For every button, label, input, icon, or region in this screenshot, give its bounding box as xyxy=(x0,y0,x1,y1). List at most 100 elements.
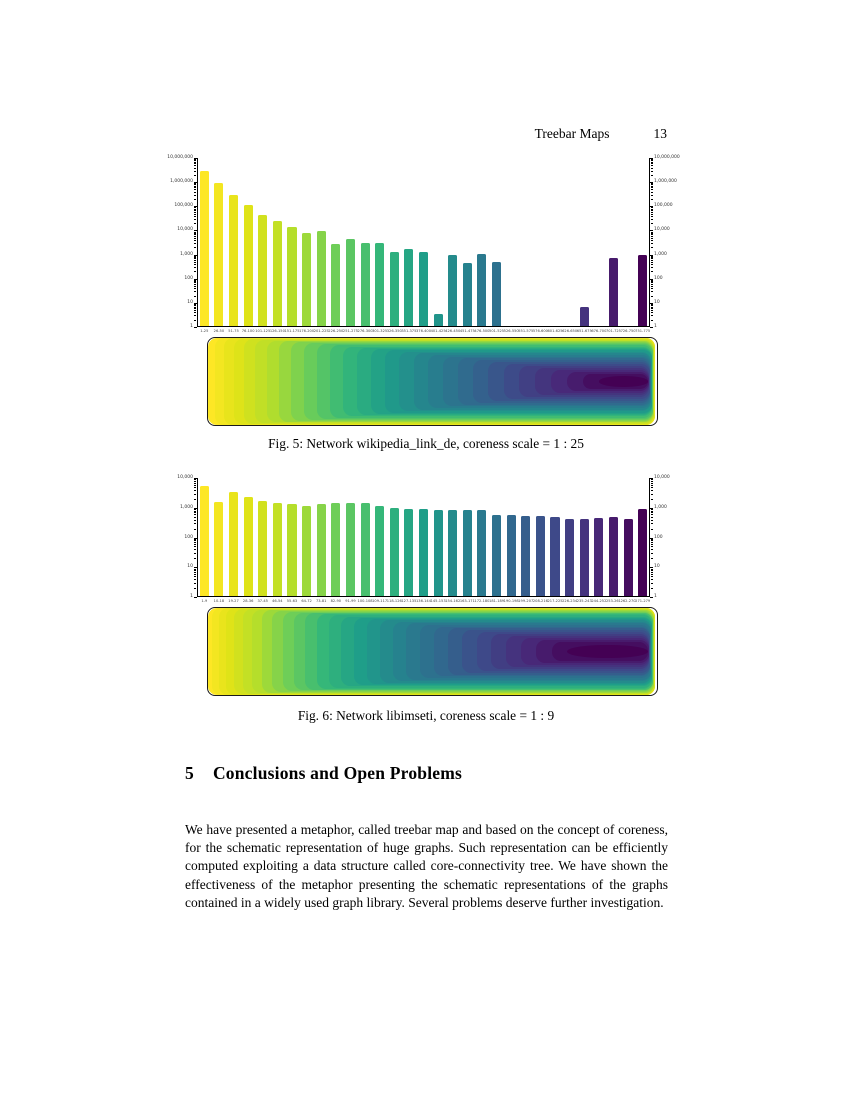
y-tick-label: 100 xyxy=(654,534,663,540)
y-tick-minor xyxy=(194,480,196,482)
bar xyxy=(579,518,589,596)
y-tick-major xyxy=(650,567,653,569)
y-tick-minor xyxy=(651,235,653,237)
y-tick-minor xyxy=(194,232,196,234)
bar xyxy=(389,252,399,326)
fig5-bar-chart: 10,000,000 10,000,000 1,000,000 1,000,000 10… xyxy=(167,155,680,336)
y-tick-major xyxy=(194,507,197,509)
y-tick-minor xyxy=(194,191,196,193)
y-tick-major xyxy=(194,567,197,569)
y-tick-minor xyxy=(194,189,196,191)
x-tick-label: 651-675 xyxy=(576,329,592,333)
y-tick-minor xyxy=(651,571,653,573)
y-tick-minor xyxy=(194,288,196,290)
x-tick-label: 326-350 xyxy=(386,329,402,333)
bar xyxy=(448,255,458,326)
y-tick-minor xyxy=(651,218,653,220)
y-tick-major xyxy=(194,158,197,159)
y-tick-minor xyxy=(194,489,196,491)
y-tick-major xyxy=(194,597,197,598)
y-tick-minor xyxy=(194,579,196,581)
y-tick-minor xyxy=(651,160,653,162)
y-tick-minor xyxy=(194,498,196,500)
y-tick-major xyxy=(194,327,197,328)
y-tick-minor xyxy=(194,240,196,242)
y-tick-minor xyxy=(194,553,196,555)
x-tick-label: 226-250 xyxy=(328,329,344,333)
y-tick-minor xyxy=(651,271,653,273)
bar xyxy=(418,252,429,326)
y-tick-minor xyxy=(651,231,653,233)
y-tick-minor xyxy=(194,279,196,281)
treebar-core-node xyxy=(598,376,649,387)
x-tick-label: 190-198 xyxy=(503,599,519,603)
y-tick-minor xyxy=(651,288,653,290)
x-tick-label: 100-108 xyxy=(357,599,373,603)
y-tick-minor xyxy=(651,159,653,161)
y-tick-label: 1,000 xyxy=(180,504,193,510)
y-tick-minor xyxy=(651,582,653,584)
section-heading: 5 Conclusions and Open Problems xyxy=(185,763,667,784)
y-tick-minor xyxy=(194,234,196,236)
x-tick-label: 426-450 xyxy=(445,329,461,333)
y-tick-label: 100 xyxy=(184,534,193,540)
y-tick-minor xyxy=(194,291,196,293)
y-tick-label: 10,000 xyxy=(654,227,670,233)
y-tick-minor xyxy=(194,510,196,512)
y-tick-label: 10,000,000 xyxy=(167,154,193,160)
x-tick-label: 726-750 xyxy=(620,329,636,333)
y-tick-minor xyxy=(651,295,653,297)
y-tick-minor xyxy=(651,568,653,570)
bar xyxy=(302,232,312,326)
y-tick-minor xyxy=(194,194,196,196)
x-tick-label: 576-600 xyxy=(532,329,548,333)
y-tick-label: 10 xyxy=(187,299,193,305)
y-tick-minor xyxy=(194,512,196,514)
y-tick-minor xyxy=(651,163,653,165)
y-tick-label: 10,000 xyxy=(177,227,193,233)
x-tick-label: 51-75 xyxy=(228,329,239,333)
y-tick-minor xyxy=(194,235,196,237)
x-tick-label: 235-243 xyxy=(576,599,592,603)
bar xyxy=(199,485,209,596)
x-tick-label: 10-18 xyxy=(213,599,225,603)
bar xyxy=(360,503,370,596)
x-tick-label: 181-189 xyxy=(489,599,505,603)
x-tick-label: 253-261 xyxy=(605,599,621,603)
bar xyxy=(316,503,326,596)
y-tick-minor xyxy=(194,264,196,266)
x-tick-label: 101-125 xyxy=(255,329,271,333)
bar xyxy=(331,503,341,596)
y-tick-minor xyxy=(651,285,653,287)
x-tick-label: 154-162 xyxy=(445,599,461,603)
bar xyxy=(594,517,604,596)
y-tick-minor xyxy=(194,255,196,257)
y-tick-minor xyxy=(651,312,653,314)
x-tick-label: 501-525 xyxy=(489,329,505,333)
y-tick-minor xyxy=(194,308,196,310)
y-tick-minor xyxy=(194,571,196,573)
y-tick-minor xyxy=(651,183,653,185)
y-tick-minor xyxy=(651,232,653,234)
x-tick-label: 276-300 xyxy=(357,329,373,333)
y-tick-minor xyxy=(651,538,653,540)
y-tick-minor xyxy=(651,213,653,215)
x-tick-label: 751-775 xyxy=(635,329,651,333)
bar xyxy=(331,243,341,326)
y-tick-minor xyxy=(651,281,653,283)
y-tick-major xyxy=(650,182,653,184)
y-tick-minor xyxy=(194,573,196,575)
x-tick-label: 176-200 xyxy=(299,329,315,333)
y-tick-label: 10 xyxy=(654,299,660,305)
y-tick-minor xyxy=(194,208,196,210)
bar xyxy=(199,170,209,326)
x-tick-label: 217-225 xyxy=(547,599,563,603)
y-tick-minor xyxy=(651,558,653,560)
y-tick-minor xyxy=(194,167,196,169)
x-tick-label: 26-50 xyxy=(213,329,225,333)
y-tick-minor xyxy=(194,207,196,209)
y-tick-minor xyxy=(194,493,196,495)
y-tick-label: 1,000 xyxy=(654,504,667,510)
y-tick-minor xyxy=(194,540,196,542)
y-tick-minor xyxy=(194,174,196,176)
